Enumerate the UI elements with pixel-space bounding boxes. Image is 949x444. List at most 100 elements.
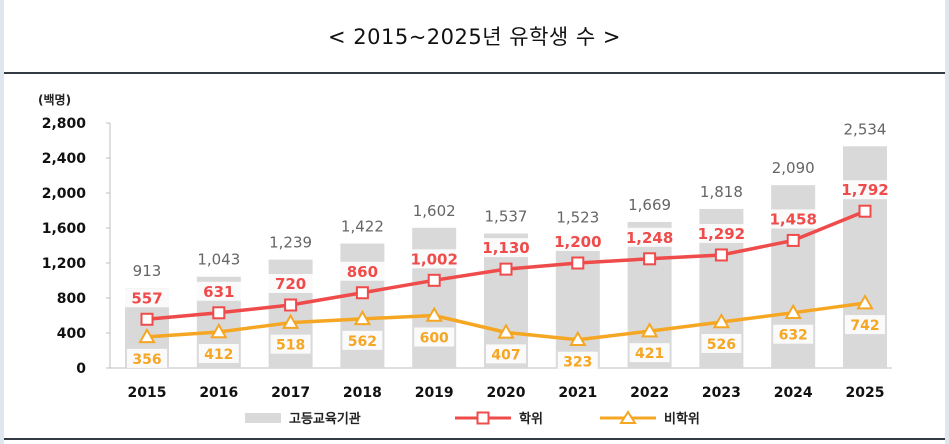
x-tick-label: 2015 xyxy=(128,385,167,401)
bar xyxy=(412,227,457,368)
x-tick-label: 2019 xyxy=(415,385,454,401)
x-tick-label: 2020 xyxy=(487,385,526,401)
degree-value-label: 1,292 xyxy=(698,225,745,243)
bar-value-label: 1,422 xyxy=(341,218,384,236)
x-tick-label: 2016 xyxy=(199,385,238,401)
bar-value-label: 1,043 xyxy=(197,251,240,269)
bar xyxy=(843,146,887,368)
degree-label-bg xyxy=(698,223,745,243)
legend-swatch-degree-marker xyxy=(476,411,490,425)
bar-value-label: 1,537 xyxy=(485,208,528,226)
non-degree-marker xyxy=(569,330,587,346)
y-tick-label: 800 xyxy=(57,291,86,307)
legend-swatch-non-degree-marker xyxy=(619,410,637,424)
y-tick-label: 1,200 xyxy=(42,256,87,272)
non-degree-marker xyxy=(497,323,515,339)
non-degree-value-label: 412 xyxy=(204,347,233,363)
degree-marker xyxy=(714,248,728,262)
y-tick-label: 1,600 xyxy=(42,221,87,237)
non-degree-label-bg xyxy=(198,343,239,363)
non-degree-value-label: 421 xyxy=(635,346,664,362)
bar-value-label: 1,523 xyxy=(556,209,599,227)
x-tick-label: 2018 xyxy=(343,385,382,401)
degree-marker xyxy=(427,273,441,287)
degree-label-bg xyxy=(124,288,170,308)
non-degree-label-bg xyxy=(127,348,167,368)
non-degree-marker xyxy=(856,294,874,310)
degree-label-bg xyxy=(554,232,601,251)
non-degree-value-label: 600 xyxy=(420,331,449,347)
bar-value-label: 1,239 xyxy=(269,234,312,252)
non-degree-value-label: 632 xyxy=(779,328,808,344)
legend-label-non-degree: 비학위 xyxy=(664,411,700,427)
non-degree-label-bg xyxy=(845,315,885,335)
bar-value-label: 2,090 xyxy=(772,159,815,177)
degree-marker xyxy=(499,262,513,276)
legend-swatch-bar xyxy=(245,413,281,423)
y-tick-label: 2,400 xyxy=(42,151,87,167)
degree-value-label: 631 xyxy=(203,283,234,301)
bar xyxy=(555,234,600,368)
x-tick-label: 2025 xyxy=(846,385,885,401)
non-degree-value-label: 562 xyxy=(348,334,377,350)
x-tick-label: 2023 xyxy=(702,385,741,401)
degree-value-label: 1,002 xyxy=(410,250,457,268)
x-tick-label: 2017 xyxy=(271,385,310,401)
degree-value-label: 860 xyxy=(347,263,378,281)
y-tick-label: 0 xyxy=(76,361,86,377)
bar-value-label: 2,534 xyxy=(844,120,887,138)
degree-label-bg xyxy=(842,180,888,200)
y-tick-label: 2,800 xyxy=(42,116,87,132)
non-degree-marker xyxy=(784,303,802,319)
degree-marker xyxy=(355,286,369,300)
degree-marker xyxy=(571,256,585,270)
non-degree-value-label: 323 xyxy=(563,355,592,371)
non-degree-value-label: 742 xyxy=(850,318,879,334)
degree-label-bg xyxy=(483,238,529,258)
x-tick-label: 2022 xyxy=(630,385,669,401)
non-degree-value-label: 356 xyxy=(132,352,161,368)
degree-value-label: 1,458 xyxy=(769,210,816,228)
bar-value-label: 1,602 xyxy=(413,202,456,220)
degree-value-label: 1,130 xyxy=(482,239,529,257)
bar-value-label: 1,818 xyxy=(700,183,743,201)
degree-marker xyxy=(212,306,226,320)
non-degree-marker xyxy=(712,312,731,329)
non-degree-label-bg xyxy=(414,327,455,347)
non-degree-value-label: 526 xyxy=(707,337,736,353)
non-degree-label-bg xyxy=(629,343,670,363)
non-degree-value-label: 518 xyxy=(276,338,305,354)
degree-label-bg xyxy=(267,274,314,293)
degree-marker xyxy=(284,298,298,312)
non-degree-label-bg xyxy=(270,334,311,354)
legend-label-bar: 고등교육기관 xyxy=(289,411,361,427)
degree-value-label: 1,792 xyxy=(841,181,888,199)
degree-value-label: 720 xyxy=(275,275,306,293)
bottom-rule xyxy=(4,438,945,440)
degree-label-bg xyxy=(339,261,386,281)
degree-label-bg xyxy=(411,249,458,269)
non-degree-marker xyxy=(353,309,372,326)
non-degree-label-bg xyxy=(701,333,742,353)
x-tick-label: 2021 xyxy=(558,385,597,401)
degree-marker xyxy=(786,233,800,247)
non-degree-value-label: 407 xyxy=(491,347,520,363)
title-box: < 2015~2025년 유학생 수 > xyxy=(4,0,945,74)
degree-value-label: 1,248 xyxy=(626,229,673,247)
degree-label-bg xyxy=(626,227,673,247)
legend-label-degree: 학위 xyxy=(519,411,543,427)
non-degree-label-bg xyxy=(557,351,598,371)
degree-value-label: 557 xyxy=(131,289,162,307)
non-degree-marker xyxy=(425,306,443,322)
degree-value-label: 1,200 xyxy=(554,233,601,251)
degree-label-bg xyxy=(195,281,242,301)
degree-marker xyxy=(858,204,872,218)
y-tick-label: 2,000 xyxy=(42,186,87,202)
y-tick-label: 400 xyxy=(57,326,86,342)
non-degree-marker xyxy=(138,327,156,344)
unit-label: (백명) xyxy=(38,92,71,107)
non-degree-label-bg xyxy=(342,330,383,350)
x-tick-label: 2024 xyxy=(774,385,813,401)
